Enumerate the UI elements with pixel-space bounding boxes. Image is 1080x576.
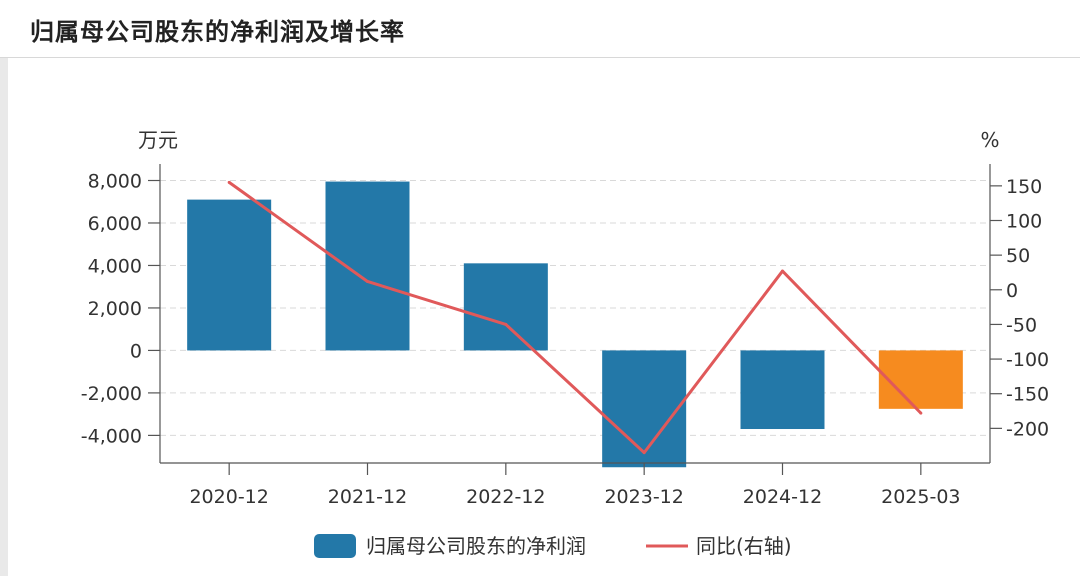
yoy-point	[919, 411, 923, 415]
yoy-point	[504, 322, 508, 326]
right-tick-label: -200	[1006, 418, 1049, 440]
bar-2020-12	[187, 199, 272, 351]
right-tick-label: 0	[1006, 280, 1018, 302]
x-tick-label: 2023-12	[604, 486, 683, 508]
right-tick-label: -50	[1006, 314, 1037, 336]
right-tick-label: -150	[1006, 384, 1049, 406]
bar-2021-12	[325, 181, 410, 351]
left-tick-label: -2,000	[81, 383, 142, 405]
x-tick-label: 2025-03	[881, 486, 960, 508]
yoy-line	[228, 181, 922, 455]
left-tick-label: 0	[130, 340, 142, 362]
right-tick-label: 100	[1006, 211, 1042, 233]
axis-labels: 8,000 6,000 4,000 2,000 0 -2,000 -4,000 150 100 5…	[81, 128, 1049, 508]
legend-line-label: 同比(右轴)	[696, 534, 792, 558]
left-tick-label: 6,000	[88, 213, 142, 235]
bar-series	[187, 181, 963, 468]
left-tick-label: -4,000	[81, 425, 142, 447]
line-series	[227, 180, 923, 455]
legend-bar-label: 归属母公司股东的净利润	[366, 534, 586, 558]
left-tick-label: 2,000	[88, 298, 142, 320]
right-tick-label: 50	[1006, 245, 1030, 267]
chart-title: 归属母公司股东的净利润及增长率	[30, 18, 405, 46]
yoy-point	[781, 269, 784, 273]
right-tick-label: -100	[1006, 349, 1049, 371]
yoy-point	[642, 451, 646, 455]
left-tick-label: 8,000	[88, 170, 142, 192]
gridlines	[160, 179, 990, 436]
yoy-point	[366, 279, 369, 283]
left-scroll-strip	[0, 58, 8, 576]
header-bar: 归属母公司股东的净利润及增长率	[0, 0, 1080, 58]
legend-bar-swatch	[314, 534, 356, 558]
yoy-point	[227, 180, 231, 184]
right-axis-unit: %	[980, 128, 999, 152]
x-tick-label: 2021-12	[328, 486, 407, 508]
legend: 归属母公司股东的净利润 同比(右轴)	[314, 534, 792, 558]
right-tick-label: 150	[1006, 176, 1042, 198]
bar-2025-03	[878, 350, 963, 409]
x-tick-label: 2024-12	[743, 486, 822, 508]
left-axis-unit: 万元	[138, 128, 178, 152]
bar-2023-12	[602, 350, 687, 468]
bar-2024-12	[740, 350, 825, 430]
axes	[148, 164, 1002, 475]
x-tick-label: 2020-12	[189, 486, 268, 508]
x-tick-label: 2022-12	[466, 486, 545, 508]
bar-2022-12	[463, 263, 548, 351]
left-tick-label: 4,000	[88, 255, 142, 277]
